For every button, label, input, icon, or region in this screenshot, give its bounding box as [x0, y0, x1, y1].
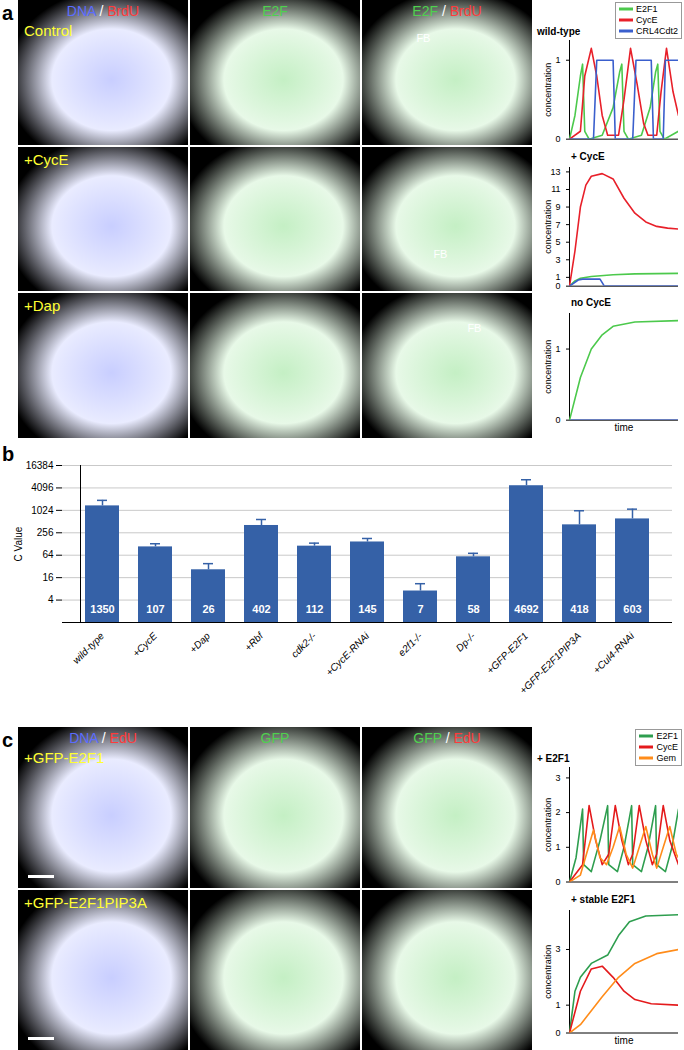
svg-text:145: 145: [358, 603, 376, 615]
html-text:FB: FB: [467, 322, 482, 335]
svg-text:11: 11: [551, 184, 560, 194]
html-text:a: a: [2, 2, 14, 24]
svg-text:e2f1-/-: e2f1-/-: [396, 630, 425, 659]
svg-text:concentration: concentration: [543, 63, 553, 117]
svg-text:0: 0: [556, 134, 561, 144]
html-text:E2F / BrdU: E2F / BrdU: [412, 3, 482, 19]
html-text:FB: FB: [416, 31, 431, 44]
svg-text:time: time: [615, 1035, 634, 1046]
svg-text:64: 64: [42, 549, 54, 560]
svg-text:concentration: concentration: [543, 798, 553, 852]
html-text:CycE: CycE: [636, 15, 658, 25]
svg-text:+CycE: +CycE: [130, 630, 159, 659]
svg-text:Dp-/-: Dp-/-: [454, 630, 478, 654]
html-text:wild-type: wild-type: [537, 26, 581, 37]
svg-text:1: 1: [555, 1000, 560, 1010]
svg-text:603: 603: [623, 603, 641, 615]
html-text:E2F: E2F: [262, 3, 288, 19]
svg-text:26: 26: [202, 603, 214, 615]
html-text:+ stable E2F1: + stable E2F1: [571, 893, 636, 905]
svg-text:7: 7: [417, 603, 423, 615]
svg-text:1: 1: [556, 344, 561, 354]
svg-text:concentration: concentration: [543, 944, 553, 998]
html-text:E2F1: E2F1: [636, 4, 658, 14]
html-text:+GFP-E2F1: +GFP-E2F1: [24, 749, 105, 766]
html-text:GFP / EdU: GFP / EdU: [413, 730, 481, 746]
svg-text:time: time: [615, 422, 634, 433]
svg-text:58: 58: [467, 603, 479, 615]
html-text:DNA / EdU: DNA / EdU: [69, 730, 137, 746]
svg-text:1: 1: [556, 55, 561, 65]
html-text:CRL4Cdt2: CRL4Cdt2: [636, 26, 678, 36]
svg-text:1: 1: [556, 272, 561, 282]
html-text:+ E2F1: + E2F1: [537, 753, 570, 764]
svg-text:13: 13: [551, 166, 561, 176]
svg-text:256: 256: [37, 527, 54, 538]
svg-text:4: 4: [48, 594, 54, 605]
svg-text:concentration: concentration: [543, 340, 553, 394]
html-text:Gem: Gem: [656, 753, 676, 763]
svg-text:5: 5: [556, 237, 561, 247]
html-text:+ CycE: + CycE: [571, 150, 605, 162]
svg-text:1024: 1024: [31, 505, 54, 516]
svg-text:3: 3: [556, 254, 561, 264]
svg-text:+CycE-RNAi: +CycE-RNAi: [324, 630, 372, 678]
svg-text:cdk2-/-: cdk2-/-: [289, 630, 319, 660]
svg-text:0: 0: [556, 281, 561, 291]
svg-text:4096: 4096: [31, 482, 54, 493]
svg-text:107: 107: [146, 603, 164, 615]
html-text:no CycE: no CycE: [571, 297, 611, 309]
svg-text:+Rbf: +Rbf: [242, 629, 266, 653]
svg-text:0: 0: [555, 877, 560, 887]
svg-text:418: 418: [570, 603, 588, 615]
svg-text:9: 9: [556, 202, 561, 212]
svg-text:0: 0: [555, 1027, 560, 1037]
svg-text:1: 1: [555, 842, 560, 852]
html-text:+GFP-E2F1PIP3A: +GFP-E2F1PIP3A: [24, 893, 147, 911]
svg-text:3: 3: [555, 944, 560, 954]
svg-text:4692: 4692: [514, 603, 538, 615]
html-text:DNA / BrdU: DNA / BrdU: [66, 3, 140, 19]
svg-text:wild-type: wild-type: [70, 630, 106, 666]
html-text:GFP: GFP: [260, 730, 290, 746]
html-text:E2F1: E2F1: [656, 731, 678, 741]
html-text:c: c: [2, 729, 14, 751]
svg-text:concentration: concentration: [543, 200, 553, 254]
svg-text:0: 0: [556, 415, 561, 425]
svg-text:+GFP-E2F1: +GFP-E2F1: [484, 630, 530, 676]
html-text:Control: Control: [24, 22, 73, 39]
svg-text:+GFP-E2F1PIP3A: +GFP-E2F1PIP3A: [517, 630, 583, 696]
svg-text:7: 7: [556, 219, 561, 229]
svg-text:1350: 1350: [90, 603, 114, 615]
html-text:+CycE: +CycE: [24, 150, 69, 168]
html-text:+Dap: +Dap: [24, 297, 61, 315]
svg-text:112: 112: [306, 603, 324, 615]
svg-text:16: 16: [42, 572, 54, 583]
svg-text:16384: 16384: [26, 460, 54, 471]
svg-text:C Value: C Value: [13, 526, 24, 561]
html-text:FB: FB: [433, 247, 448, 260]
svg-text:+Dap: +Dap: [187, 630, 212, 655]
svg-text:+Cul4-RNAi: +Cul4-RNAi: [591, 630, 637, 676]
svg-text:2: 2: [555, 807, 560, 817]
html-text:CycE: CycE: [656, 742, 678, 752]
html-text:b: b: [2, 443, 15, 465]
svg-text:402: 402: [252, 603, 270, 615]
svg-text:3: 3: [555, 773, 560, 783]
